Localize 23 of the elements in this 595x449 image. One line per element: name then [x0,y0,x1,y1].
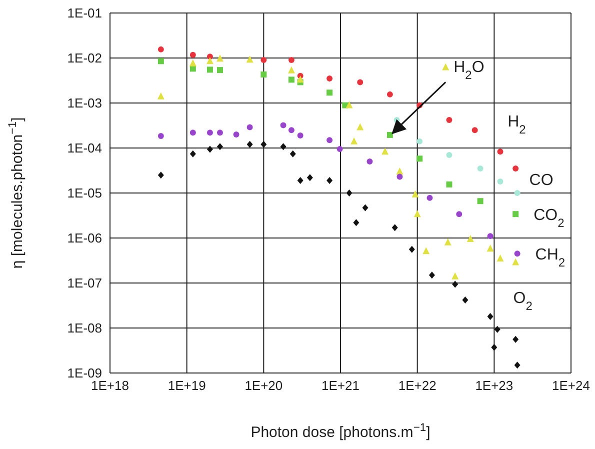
y-tick-label: 1E-03 [67,96,102,111]
x-tick-label: 1E+22 [398,378,436,394]
y-tick-label: 1E-01 [67,6,102,21]
x-tick-label: 1E+20 [244,378,283,394]
series-label: CO [529,172,554,189]
y-tick-label: 1E-07 [67,276,102,291]
y-tick-label: 1E-05 [67,186,102,201]
y-tick-label: 1E-04 [67,140,102,156]
x-tick-label: 1E+23 [475,378,514,394]
series-label: H$_{2}$ [508,114,526,137]
x-tick-label: 1E+24 [552,378,590,394]
x-tick-label: 1E+18 [91,378,129,394]
series-label: CH$_{2}$ [535,246,566,270]
series-label: O$_{2}$ [513,290,533,314]
x-tick-label: 1E+21 [322,378,360,394]
series-label: CO$_{2}$ [534,207,565,230]
y-tick-label: 1E-06 [67,230,102,246]
y-tick-label: 1E-09 [67,366,102,381]
y-tick-label: 1E-08 [67,320,102,336]
x-tick-label: 1E+19 [168,378,206,394]
y-tick-label: 1E-02 [67,50,102,66]
legend-label: H$_{2}$O [454,59,484,82]
x-axis-title: Photon dose [photons.m$^{−1}$] [250,422,430,441]
